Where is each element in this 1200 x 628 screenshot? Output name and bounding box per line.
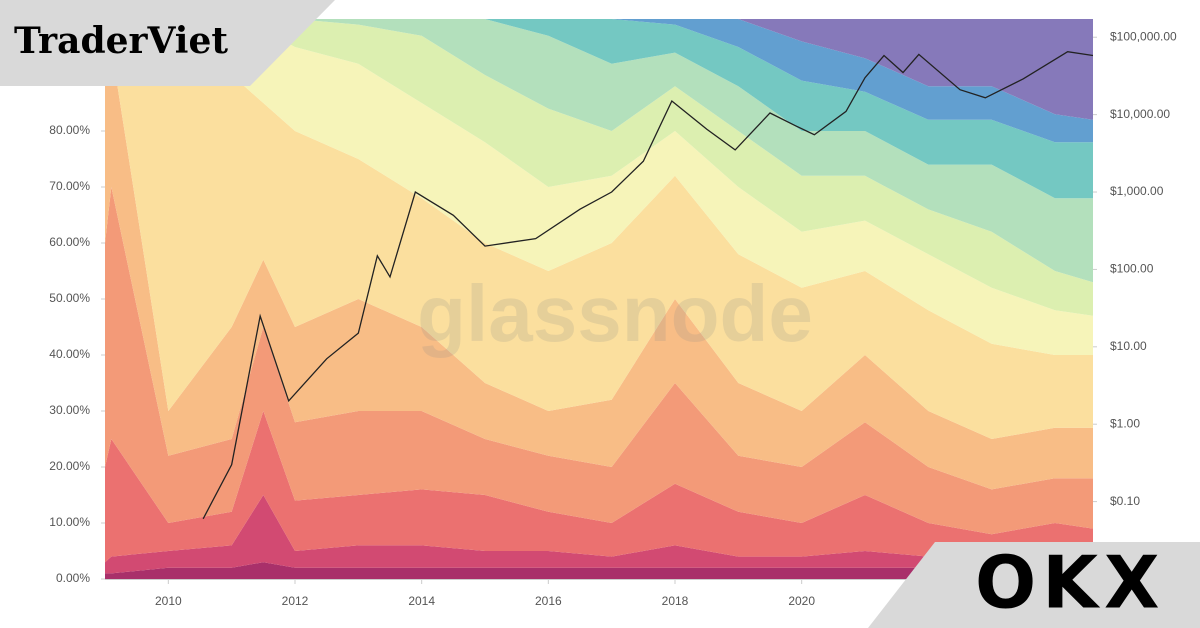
plot-area xyxy=(105,19,1093,579)
area-band xyxy=(105,19,1093,439)
partner-logo: OKX xyxy=(975,541,1166,625)
y-tick-label: 20.00% xyxy=(49,459,90,473)
y-tick-label: 10.00% xyxy=(49,515,90,529)
x-tick-label: 2020 xyxy=(788,594,815,608)
y-tick-label: 50.00% xyxy=(49,291,90,305)
y-tick-label: 60.00% xyxy=(49,235,90,249)
y2-tick-label: $10.00 xyxy=(1110,339,1147,353)
y-tick-label: 70.00% xyxy=(49,179,90,193)
area-band xyxy=(105,562,1093,579)
x-tick-label: 2010 xyxy=(155,594,182,608)
logo: TraderViet xyxy=(14,20,228,62)
axes: 0.00% 10.00% 20.00% 30.00% 40.00% 50.00% 60.00… xyxy=(49,29,1177,608)
y2-tick-label: $100.00 xyxy=(1110,262,1154,276)
x-tick-label: 2016 xyxy=(535,594,562,608)
y2-tick-label: $10,000.00 xyxy=(1110,107,1170,121)
y-tick-label: 0.00% xyxy=(56,571,90,585)
y2-tick-label: $100,000.00 xyxy=(1110,29,1177,43)
area-band xyxy=(105,19,1093,316)
area-band xyxy=(105,19,1093,143)
area-band xyxy=(105,19,1093,355)
area-band xyxy=(105,19,1093,120)
x-tick-label: 2014 xyxy=(408,594,435,608)
partner-banner xyxy=(868,542,1200,628)
area-band xyxy=(105,495,1093,574)
area-band xyxy=(105,19,1093,490)
y2-tick-label: $1,000.00 xyxy=(1110,184,1164,198)
area-band xyxy=(105,19,1093,283)
price-line xyxy=(202,51,1093,520)
area-band xyxy=(105,411,1093,563)
area-band xyxy=(105,19,1093,199)
y-tick-label: 80.00% xyxy=(49,123,90,137)
x-tick-label: 2012 xyxy=(282,594,309,608)
y-tick-label: 30.00% xyxy=(49,403,90,417)
logo-banner xyxy=(0,0,335,86)
watermark: glassnode xyxy=(417,269,813,358)
x-tick-label: 2018 xyxy=(662,594,689,608)
y2-tick-label: $1.00 xyxy=(1110,416,1140,430)
area-band xyxy=(105,187,1093,535)
y-tick-label: 40.00% xyxy=(49,347,90,361)
y2-tick-label: $0.10 xyxy=(1110,494,1140,508)
